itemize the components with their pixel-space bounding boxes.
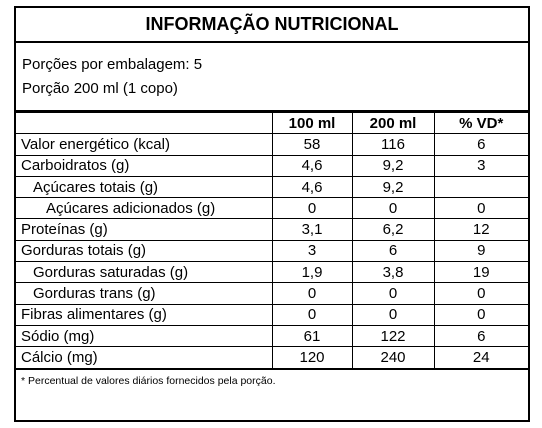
nutrient-value: 4,6 [271,154,353,177]
nutrient-row: Sódio (mg) 61 122 6 [16,324,528,348]
nutrient-name: Sódio (mg) [16,324,273,348]
nutrient-value: 6,2 [351,218,435,241]
nutrient-row: Valor energético (kcal) 58 116 6 [16,133,528,156]
header-cell: % VD* [433,111,528,135]
nutrient-value: 9,2 [351,175,435,199]
nutrient-value: 3,1 [271,218,353,241]
header-cell: 200 ml [351,111,435,135]
nutrient-name: Valor energético (kcal) [16,133,273,156]
nutrient-value: 3 [433,154,528,177]
nutrient-value: 24 [433,346,528,369]
nutrient-name: Gorduras totais (g) [16,239,273,263]
nutrient-name: Carboidratos (g) [16,154,273,177]
nutrient-value: 6 [351,239,435,263]
nutrient-value: 61 [271,324,353,348]
nutrient-value: 116 [351,133,435,156]
nutrient-value: 0 [433,197,528,220]
nutrition-label: INFORMAÇÃO NUTRICIONAL Porções por embal… [14,6,530,422]
header-cell [16,111,273,135]
portion-size: Porção 200 ml (1 copo) [22,80,178,97]
nutrient-value: 240 [351,346,435,369]
footnote: * Percentual de valores diários fornecid… [16,368,528,387]
nutrient-row: Fibras alimentares (g) 0 0 0 [16,303,528,326]
nutrient-name: Proteínas (g) [16,218,273,241]
nutrient-name: Açúcares totais (g) [16,175,273,199]
nutrient-value: 122 [351,324,435,348]
nutrient-name: Gorduras saturadas (g) [16,261,273,284]
table-body: Valor energético (kcal) 58 116 6 Carboidrato… [16,133,528,369]
nutrient-value: 58 [271,133,353,156]
nutrient-name: Açúcares adicionados (g) [16,197,273,220]
header-cell: 100 ml [271,111,353,135]
nutrient-row: Proteínas (g) 3,1 6,2 12 [16,218,528,241]
nutrient-value: 3,8 [351,261,435,284]
nutrient-value: 0 [433,282,528,305]
nutrient-value: 0 [433,303,528,326]
nutrient-value: 6 [433,133,528,156]
nutrient-row: Açúcares adicionados (g) 0 0 0 [16,197,528,220]
nutrient-row: Gorduras trans (g) 0 0 0 [16,282,528,305]
nutrient-value: 12 [433,218,528,241]
nutrient-row: Gorduras totais (g) 3 6 9 [16,239,528,263]
nutrient-value: 6 [433,324,528,348]
nutrient-value: 9,2 [351,154,435,177]
header-row: 100 ml 200 ml % VD* [16,111,528,135]
nutrient-name: Fibras alimentares (g) [16,303,273,326]
nutrient-value: 0 [271,197,353,220]
nutrient-name: Gorduras trans (g) [16,282,273,305]
nutrient-value: 0 [351,197,435,220]
nutrient-row: Gorduras saturadas (g) 1,9 3,8 19 [16,261,528,284]
nutrient-row: Carboidratos (g) 4,6 9,2 3 [16,154,528,177]
nutrient-value: 0 [271,303,353,326]
nutrient-value: 4,6 [271,175,353,199]
nutrient-value: 0 [351,303,435,326]
nutrient-value: 19 [433,261,528,284]
nutrition-table: 100 ml 200 ml % VD* Valor energético (kc… [16,111,528,369]
portions: Porções por embalagem: 5 Porção 200 ml (… [16,43,528,112]
nutrient-value: 120 [271,346,353,369]
nutrient-row: Açúcares totais (g) 4,6 9,2 [16,175,528,199]
nutrient-value: 0 [271,282,353,305]
label-title: INFORMAÇÃO NUTRICIONAL [16,8,528,43]
nutrient-value [433,175,528,199]
nutrient-value: 3 [271,239,353,263]
nutrient-value: 0 [351,282,435,305]
nutrient-value: 1,9 [271,261,353,284]
nutrient-name: Cálcio (mg) [16,346,273,369]
portions-per-pack: Porções por embalagem: 5 [22,56,203,73]
nutrient-value: 9 [433,239,528,263]
nutrient-row: Cálcio (mg) 120 240 24 [16,346,528,369]
